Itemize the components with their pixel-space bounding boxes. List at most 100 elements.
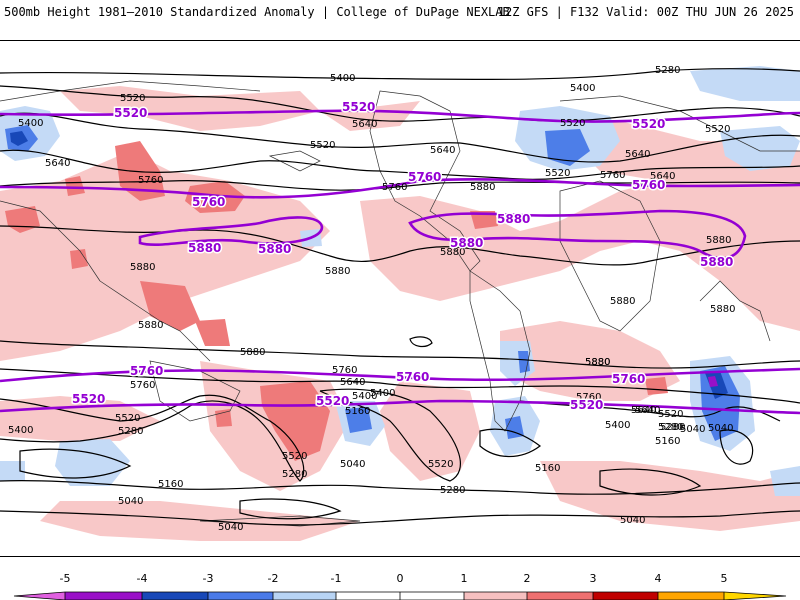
contour-label: 5280 bbox=[660, 422, 685, 433]
contour-label: 5400 bbox=[18, 118, 43, 129]
contour-label: 5640 bbox=[650, 171, 675, 182]
contour-label: 5040 bbox=[118, 496, 143, 507]
highlight-label: 5520 bbox=[316, 394, 349, 408]
contour-label: 5880 bbox=[470, 182, 495, 193]
colorbar-swatch bbox=[208, 592, 273, 600]
contour-label: 5280 bbox=[282, 469, 307, 480]
contour-label: 5880 bbox=[585, 357, 610, 368]
height-contours bbox=[0, 68, 800, 526]
colorbar-swatch bbox=[593, 592, 658, 600]
colorbar-label: -1 bbox=[330, 572, 342, 585]
highlight-label: 5880 bbox=[497, 212, 530, 226]
contour-label: 5640 bbox=[635, 405, 660, 416]
colorbar-swatch bbox=[14, 592, 65, 600]
contour-label: 5760 bbox=[332, 365, 357, 376]
contour-label: 5880 bbox=[325, 266, 350, 277]
contour-label: 5280 bbox=[658, 422, 683, 433]
contour-label: 5520 bbox=[310, 140, 335, 151]
highlight-label: 5520 bbox=[632, 117, 665, 131]
colorbar-swatch bbox=[464, 592, 527, 600]
highlight-label: 5880 bbox=[188, 241, 221, 255]
map-title: 500mb Height 1981–2010 Standardized Anom… bbox=[4, 5, 510, 19]
colorbar-swatch bbox=[527, 592, 593, 600]
highlight-label: 5880 bbox=[700, 255, 733, 269]
highlight-label: 5880 bbox=[450, 236, 483, 250]
highlight-label: 5760 bbox=[408, 170, 441, 184]
contour-label: 5400 bbox=[370, 388, 395, 399]
contour-label: 5880 bbox=[585, 357, 610, 368]
colorbar-swatch bbox=[724, 592, 786, 600]
colorbar-label: 4 bbox=[654, 572, 662, 585]
contour-label: 5760 bbox=[576, 392, 601, 403]
contour-label: 5520 bbox=[560, 118, 585, 129]
contour-label: 5520 bbox=[428, 459, 453, 470]
contour-label: 5160 bbox=[655, 436, 680, 447]
contour-label: 5640 bbox=[631, 405, 656, 416]
contour-label: 5520 bbox=[282, 451, 307, 462]
contour-label: 5520 bbox=[658, 409, 683, 420]
contour-label: 5760 bbox=[600, 170, 625, 181]
highlight-label: 5760 bbox=[612, 372, 645, 386]
highlight-label: 5520 bbox=[342, 100, 375, 114]
map-canvas: 5400 5520 5400 5640 5520 5640 5760 5880 … bbox=[0, 65, 800, 541]
colorbar-swatch bbox=[400, 592, 464, 600]
highlight-label: 5520 bbox=[570, 398, 603, 412]
contour-label: 5040 bbox=[620, 515, 645, 526]
highlight-contours bbox=[0, 109, 800, 415]
highlight-label: 5760 bbox=[192, 195, 225, 209]
contour-label: 5160 bbox=[535, 463, 560, 474]
contour-label: 5880 bbox=[610, 296, 635, 307]
contour-label: 5280 bbox=[118, 426, 143, 437]
colorbar-label: -5 bbox=[59, 572, 71, 585]
contour-label: 5640 bbox=[352, 119, 377, 130]
negative-anomaly-strong bbox=[10, 131, 728, 399]
colorbar-svg bbox=[13, 591, 787, 600]
contour-label: 5880 bbox=[240, 347, 265, 358]
contour-label: 5880 bbox=[440, 247, 465, 258]
highlight-labels: 5520 5520 5520 5760 5760 5760 5880 5880 … bbox=[71, 99, 735, 414]
contour-label: 5520 bbox=[115, 413, 140, 424]
model-run-info: 12Z GFS | F132 Valid: 00Z THU JUN 26 202… bbox=[497, 5, 794, 19]
contour-label: 5160 bbox=[345, 406, 370, 417]
colorbar-label: 2 bbox=[523, 572, 531, 585]
highlight-label: 5760 bbox=[632, 178, 665, 192]
colorbar-label: 1 bbox=[460, 572, 468, 585]
contour-label: 5400 bbox=[570, 83, 595, 94]
contour-labels: 5400 5520 5400 5640 5520 5640 5760 5880 … bbox=[8, 65, 735, 533]
colorbar-swatch bbox=[336, 592, 400, 600]
contour-label: 5040 bbox=[680, 424, 705, 435]
colorbar: -5 -4 -3 -2 -1 0 1 2 3 4 5 bbox=[0, 572, 800, 600]
contour-label: 5400 bbox=[8, 425, 33, 436]
contour-label: 5520 bbox=[705, 124, 730, 135]
contour-label: 5640 bbox=[340, 377, 365, 388]
colorbar-label: 3 bbox=[589, 572, 597, 585]
colorbar-label: -3 bbox=[202, 572, 214, 585]
colorbar-label: -4 bbox=[136, 572, 148, 585]
contour-label: 5760 bbox=[382, 182, 407, 193]
contour-label: 5880 bbox=[138, 320, 163, 331]
contour-label: 5040 bbox=[218, 522, 243, 533]
colorbar-swatch bbox=[65, 592, 142, 600]
contour-label: 5880 bbox=[706, 235, 731, 246]
colorbar-swatch bbox=[142, 592, 208, 600]
contour-label: 5160 bbox=[158, 479, 183, 490]
highlight-label: 5880 bbox=[258, 242, 291, 256]
highlight-label: 5760 bbox=[130, 364, 163, 378]
highlight-label: 5520 bbox=[72, 392, 105, 406]
contour-label: 5520 bbox=[545, 168, 570, 179]
highlight-label: 5520 bbox=[114, 106, 147, 120]
contour-label: 5880 bbox=[130, 262, 155, 273]
colorbar-label: 5 bbox=[720, 572, 728, 585]
contour-label: 5880 bbox=[710, 304, 735, 315]
contour-label: 5640 bbox=[45, 158, 70, 169]
contour-label: 5520 bbox=[120, 93, 145, 104]
anomaly-map: 5400 5520 5400 5640 5520 5640 5760 5880 … bbox=[0, 40, 800, 557]
contour-label: 5400 bbox=[352, 391, 377, 402]
contour-label: 5760 bbox=[138, 175, 163, 186]
contour-label: 5280 bbox=[440, 485, 465, 496]
contour-label: 5280 bbox=[655, 65, 680, 76]
contour-label: 5640 bbox=[430, 145, 455, 156]
contour-label: 5760 bbox=[130, 380, 155, 391]
contour-label: 5400 bbox=[605, 420, 630, 431]
colorbar-label: -2 bbox=[267, 572, 279, 585]
